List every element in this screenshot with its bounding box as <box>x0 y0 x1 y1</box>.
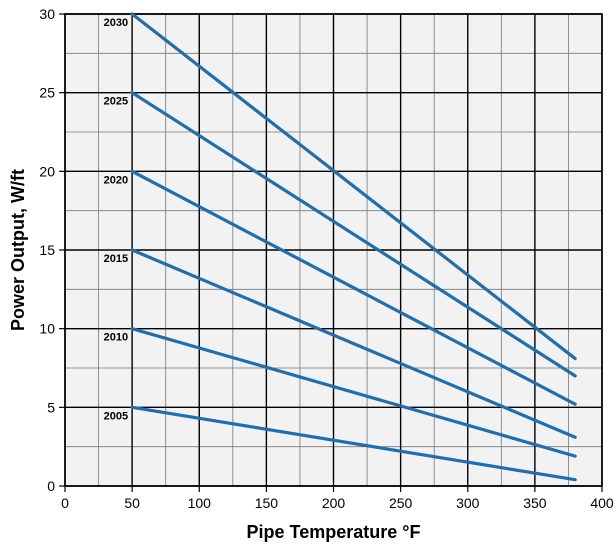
series-labels: 2005 2010 2015 2020 2025 2030 <box>104 17 128 422</box>
x-tick-label: 150 <box>255 495 279 511</box>
x-tick-label: 200 <box>322 495 346 511</box>
series-line-2020 <box>130 169 577 406</box>
x-tick-label: 0 <box>61 495 69 511</box>
y-tick-label: 0 <box>47 478 55 494</box>
series-label-2005: 2005 <box>104 410 128 422</box>
x-tick-label: 250 <box>389 495 413 511</box>
series-line-2010 <box>130 327 577 458</box>
series-label-2020: 2020 <box>104 174 128 186</box>
y-tick-label: 25 <box>39 85 55 101</box>
y-tick-label: 10 <box>39 321 55 337</box>
y-tick-label: 20 <box>39 163 55 179</box>
series-label-2010: 2010 <box>104 332 128 344</box>
y-tick-label: 5 <box>47 399 55 415</box>
series-line-2030 <box>130 12 577 361</box>
y-tick-label: 30 <box>39 6 55 22</box>
x-tick-label: 300 <box>456 495 480 511</box>
series-lines <box>130 12 577 482</box>
x-tick-label: 350 <box>523 495 547 511</box>
series-label-2025: 2025 <box>104 96 128 108</box>
x-tick-label: 400 <box>590 495 614 511</box>
series-label-2030: 2030 <box>104 17 128 29</box>
x-tick-label: 50 <box>124 495 140 511</box>
series-line-2015 <box>130 248 577 439</box>
y-axis-title: Power Output, W/ft <box>8 169 28 331</box>
x-tick-label: 100 <box>188 495 212 511</box>
series-line-2025 <box>130 91 577 378</box>
series-line-2005 <box>130 405 577 482</box>
y-tick-label: 15 <box>39 242 55 258</box>
series-label-2015: 2015 <box>104 253 128 265</box>
x-axis-title: Pipe Temperature °F <box>247 522 421 542</box>
